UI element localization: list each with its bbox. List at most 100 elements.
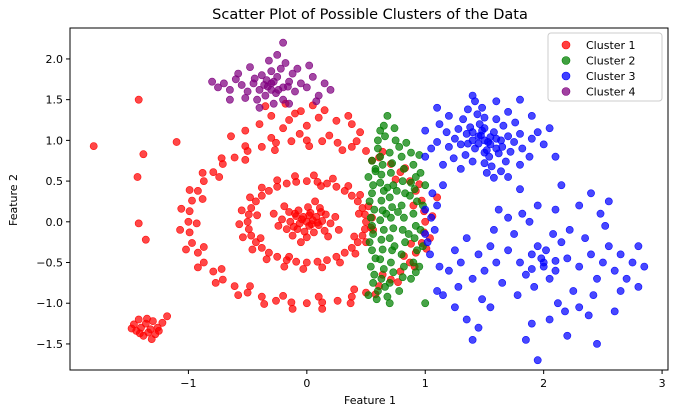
data-point (261, 91, 270, 100)
data-point (369, 181, 377, 190)
data-point (581, 234, 589, 242)
data-point (456, 164, 465, 173)
data-point (267, 133, 276, 142)
data-point (423, 238, 432, 247)
data-point (313, 257, 322, 266)
legend-box (547, 32, 663, 102)
legend-label: Cluster 1 (586, 39, 636, 52)
data-point (390, 124, 399, 133)
data-point (377, 196, 386, 205)
data-point (257, 183, 266, 192)
data-point (462, 234, 471, 242)
data-point (273, 51, 282, 59)
data-point (274, 221, 283, 230)
data-point (433, 287, 441, 295)
data-point (516, 129, 524, 138)
data-point (238, 233, 247, 242)
y-tick-label: 2.0 (46, 53, 64, 66)
data-point (193, 248, 202, 257)
data-point (267, 112, 276, 120)
data-point (368, 189, 376, 198)
data-point (385, 193, 394, 202)
data-point (279, 124, 287, 133)
data-point (569, 287, 578, 295)
data-point (565, 225, 574, 234)
data-point (513, 291, 522, 299)
data-point (244, 210, 253, 219)
data-point (421, 230, 430, 238)
data-point (504, 173, 512, 181)
data-point (468, 335, 477, 344)
data-point (421, 217, 430, 226)
data-point (551, 205, 560, 214)
data-point (305, 211, 314, 220)
data-point (527, 134, 536, 143)
data-point (373, 136, 382, 145)
data-point (356, 128, 364, 137)
data-point (394, 278, 402, 286)
data-point (454, 282, 463, 291)
legend-label: Cluster 2 (586, 55, 636, 68)
data-point (442, 128, 451, 137)
data-point (288, 304, 297, 313)
data-point (338, 146, 347, 154)
data-point (296, 238, 305, 247)
data-point (516, 160, 524, 169)
data-point (444, 266, 453, 275)
data-point (421, 299, 430, 308)
data-point (407, 148, 415, 157)
data-point (589, 291, 598, 299)
data-point (395, 287, 404, 295)
data-point (193, 186, 202, 195)
data-point (391, 136, 400, 145)
data-point (416, 168, 425, 177)
y-tick-label: 0.5 (46, 175, 64, 188)
data-point (209, 267, 218, 276)
data-point (634, 282, 643, 291)
data-point (378, 245, 387, 254)
series-2 (364, 112, 430, 308)
data-point (143, 314, 151, 323)
data-point (326, 219, 335, 228)
data-point (410, 234, 419, 242)
data-point (273, 182, 282, 191)
data-point (163, 312, 171, 321)
data-point (305, 142, 314, 150)
data-point (234, 291, 243, 299)
data-point (274, 86, 283, 94)
data-point (545, 124, 554, 133)
data-point (243, 217, 252, 226)
data-point (144, 328, 153, 337)
data-point (516, 258, 524, 267)
data-point (587, 189, 595, 198)
data-point (299, 265, 308, 273)
data-point (395, 142, 404, 151)
data-point (176, 225, 184, 234)
data-point (356, 190, 364, 199)
series-4 (208, 38, 335, 112)
data-point (376, 178, 385, 187)
data-point (533, 128, 542, 137)
data-point (291, 209, 299, 218)
data-point (385, 278, 394, 287)
data-point (462, 315, 471, 324)
data-point (241, 126, 250, 135)
legend-marker (561, 40, 571, 50)
data-point (492, 115, 501, 124)
data-point (373, 287, 382, 295)
data-point (287, 298, 296, 307)
data-point (291, 109, 299, 118)
data-point (89, 142, 98, 150)
chart-title: Scatter Plot of Possible Clusters of the… (212, 7, 528, 23)
data-point (185, 228, 194, 237)
data-point (262, 76, 271, 84)
data-point (383, 183, 392, 192)
data-point (492, 258, 501, 267)
data-point (257, 191, 266, 200)
data-point (383, 112, 392, 120)
data-point (401, 238, 409, 247)
data-point (235, 220, 244, 229)
x-axis: −1 0 1 2 3 (180, 370, 666, 390)
data-point (456, 258, 465, 267)
